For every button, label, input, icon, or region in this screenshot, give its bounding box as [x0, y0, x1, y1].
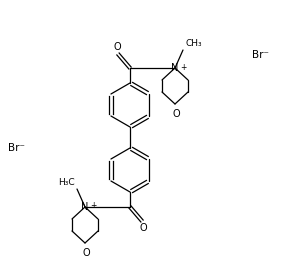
- Text: N: N: [171, 63, 179, 73]
- Text: H₃C: H₃C: [59, 178, 75, 187]
- Text: +: +: [180, 63, 186, 71]
- Text: O: O: [82, 248, 90, 258]
- Text: O: O: [113, 42, 121, 52]
- Text: +: +: [90, 201, 96, 211]
- Text: Br⁻: Br⁻: [8, 143, 25, 153]
- Text: CH₃: CH₃: [185, 39, 202, 48]
- Text: Br⁻: Br⁻: [252, 50, 269, 60]
- Text: O: O: [172, 109, 180, 119]
- Text: O: O: [139, 223, 147, 233]
- Text: N: N: [81, 202, 89, 212]
